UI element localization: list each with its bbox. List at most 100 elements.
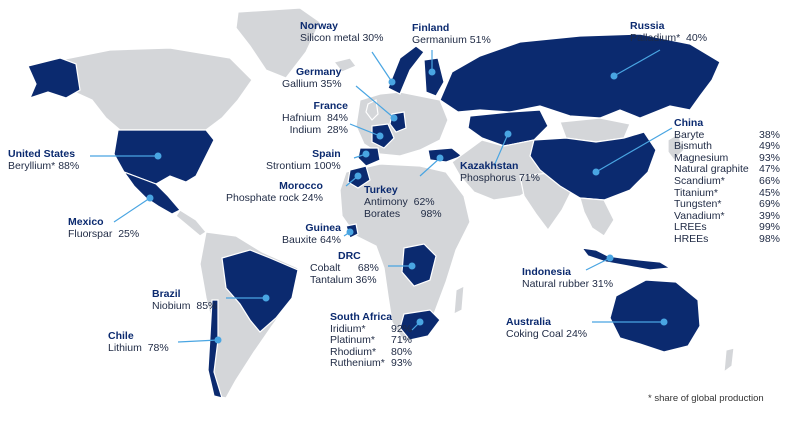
country-name: Turkey [364, 184, 398, 196]
country-name: Norway [300, 20, 338, 32]
mineral-share: 39% [758, 209, 780, 222]
label-finland: Finland Germanium 51% [412, 22, 491, 46]
label-drc: DRC Cobalt 68% Tantalum 36% [310, 250, 379, 286]
mineral-item: Indium 28% [289, 124, 348, 136]
mineral-item: Baryte 38% [674, 128, 780, 142]
mineral-share: 38% [758, 128, 780, 141]
mineral-item: Lithium 78% [108, 342, 169, 354]
country-name: China [674, 117, 704, 129]
label-australia: Australia Coking Coal 24% [506, 316, 587, 340]
norway-shape [387, 45, 425, 95]
mineral-name: LREEs [674, 221, 707, 234]
uk-shape [365, 99, 379, 121]
country-name: Spain [312, 148, 341, 160]
mineral-share: 47% [758, 163, 780, 176]
label-chile: Chile Lithium 78% [108, 330, 169, 354]
mineral-share: 49% [758, 140, 780, 153]
country-name: Finland [412, 22, 450, 34]
mineral-item: Phosphorus 71% [460, 172, 540, 184]
iceland-shape [332, 57, 357, 73]
drc-shape [401, 243, 437, 287]
mineral-item: Titanium* 45% [674, 186, 780, 200]
mineral-item: Scandium* 66% [674, 174, 780, 188]
greenland-shape [235, 7, 321, 79]
mineral-item: Gallium 35% [282, 78, 342, 90]
country-name: South Africa [330, 311, 393, 323]
country-name: Chile [108, 330, 134, 342]
se-asia-shape [579, 197, 615, 237]
mineral-name: Titanium* [674, 186, 718, 199]
mineral-item: Hafnium 84% [282, 112, 348, 124]
mineral-item: Fluorspar 25% [68, 228, 140, 240]
madagascar-shape [453, 284, 465, 316]
label-morocco: Morocco Phosphate rock 24% [226, 180, 323, 204]
label-china: China Baryte 38% Bismuth 49% Magnesium 93% Nat… [674, 117, 780, 246]
mineral-item: Palladium* 40% [630, 32, 708, 44]
label-usa: United States Beryllium* 88% [8, 148, 79, 172]
country-name: Kazakhstan [460, 160, 519, 172]
label-norway: Norway Silicon metal 30% [300, 20, 383, 44]
mineral-item: Magnesium 93% [674, 151, 780, 165]
usa-shape [113, 129, 215, 185]
label-brazil: Brazil Niobium 85% [152, 288, 217, 312]
label-germany: Germany Gallium 35% [282, 66, 342, 90]
mineral-item: HREEs 98% [674, 232, 780, 246]
label-turkey: Turkey Antimony 62% Borates 98% [364, 184, 442, 220]
mineral-item: Coking Coal 24% [506, 328, 588, 340]
mineral-item: Phosphate rock 24% [226, 192, 323, 204]
country-name: Indonesia [522, 266, 572, 278]
label-south-africa: South Africa Iridium* 92% Platinum* 71% Rh… [330, 311, 412, 370]
label-guinea: Guinea Bauxite 64% [282, 222, 341, 246]
mineral-item: Borates 98% [364, 208, 442, 220]
mineral-name: HREEs [674, 232, 709, 245]
country-name: Guinea [305, 222, 341, 234]
japan-shape [667, 133, 685, 161]
mineral-item: Bismuth 49% [674, 141, 780, 153]
mineral-item: Natural graphite 47% [674, 164, 780, 176]
mineral-item: Antimony 62% [364, 196, 435, 208]
country-name: France [313, 100, 348, 112]
leader-lines [90, 49, 673, 344]
country-name: Australia [506, 316, 551, 328]
mineral-item: Ruthenium* 93% [330, 357, 412, 369]
mineral-item: Tantalum 36% [310, 274, 377, 286]
country-name: Russia [630, 20, 665, 32]
label-mexico: Mexico Fluorspar 25% [68, 216, 139, 240]
chile-shape [207, 299, 223, 399]
canada-shape [57, 47, 253, 131]
mineral-share: 66% [758, 174, 780, 187]
mineral-name: Natural graphite [674, 163, 749, 176]
mineral-item: LREEs 99% [674, 222, 780, 234]
country-name: Germany [296, 66, 342, 78]
mineral-name: Scandium* [674, 174, 725, 187]
mineral-item: Silicon metal 30% [300, 32, 384, 44]
mineral-item: Germanium 51% [412, 34, 491, 46]
mineral-name: Baryte [674, 128, 705, 141]
mineral-share: 69% [758, 198, 780, 211]
label-russia: Russia Palladium* 40% [630, 20, 707, 44]
label-france: France Hafnium 84% Indium 28% [282, 100, 348, 136]
mineral-item: Beryllium* 88% [8, 160, 80, 172]
mineral-name: Magnesium [674, 151, 729, 164]
mineral-share: 45% [758, 186, 780, 199]
turkey-shape [427, 147, 464, 163]
country-name: DRC [338, 250, 361, 262]
mineral-share: 93% [758, 151, 780, 164]
mexico-shape [122, 170, 181, 215]
new-zealand-shape [723, 347, 735, 374]
mineral-name: Vanadium* [674, 209, 725, 222]
mineral-item: Platinum* 71% [330, 334, 412, 346]
country-name: Brazil [152, 288, 181, 300]
label-spain: Spain Strontium 100% [266, 148, 341, 172]
spain-shape [357, 147, 381, 167]
label-kazakhstan: Kazakhstan Phosphorus 71% [460, 160, 540, 184]
mineral-name: Bismuth [674, 140, 712, 153]
mineral-share: 98% [758, 232, 780, 245]
label-indonesia: Indonesia Natural rubber 31% [522, 266, 613, 290]
mineral-share: 99% [758, 221, 780, 234]
finland-shape [423, 57, 445, 97]
mineral-item: Niobium 85% [152, 300, 218, 312]
alaska-shape [27, 57, 81, 99]
russia-shape [439, 33, 721, 119]
